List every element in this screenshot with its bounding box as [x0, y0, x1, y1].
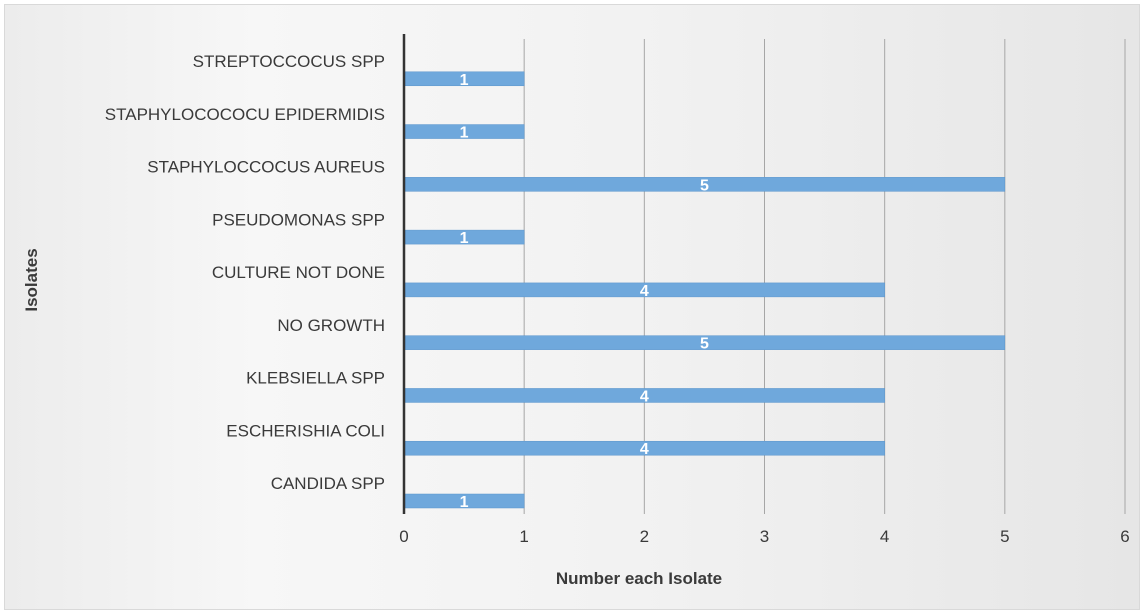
chart-container: 0 1 2 3 4 5 6 STREPTOCCOCUS SPP 1 STAPHYLOCOCOCU … [4, 4, 1140, 610]
labels: 0 1 2 3 4 5 6 STREPTOCCOCUS SPP 1 STAPHYLOCOCOCU … [105, 52, 1130, 546]
x-axis-title: Number each Isolate [556, 569, 722, 588]
y-axis-title: Isolates [22, 248, 41, 311]
data-label: 1 [460, 494, 469, 511]
category-label: NO GROWTH [277, 316, 385, 335]
x-tick-label: 2 [640, 527, 649, 546]
data-label: 1 [460, 230, 469, 247]
category-label: PSEUDOMONAS SPP [212, 210, 385, 229]
data-label: 4 [640, 441, 649, 458]
x-tick-label: 0 [399, 527, 408, 546]
x-tick-label: 6 [1120, 527, 1129, 546]
category-label: STAPHYLOCCOCUS AUREUS [147, 158, 385, 177]
category-label: CANDIDA SPP [271, 474, 385, 493]
category-label: ESCHERISHIA COLI [226, 421, 385, 440]
data-label: 1 [460, 72, 469, 89]
bar-chart: 0 1 2 3 4 5 6 STREPTOCCOCUS SPP 1 STAPHYLOCOCOCU … [22, 34, 1130, 588]
x-tick-label: 1 [519, 527, 528, 546]
gridlines [523, 39, 1126, 514]
category-label: KLEBSIELLA SPP [246, 369, 385, 388]
data-label: 5 [700, 336, 709, 353]
data-label: 4 [640, 388, 649, 405]
x-tick-label: 3 [760, 527, 769, 546]
data-label: 4 [640, 283, 649, 300]
category-label: STAPHYLOCOCOCU EPIDERMIDIS [105, 105, 385, 124]
x-tick-label: 4 [880, 527, 889, 546]
x-tick-label: 5 [1000, 527, 1009, 546]
data-label: 1 [460, 125, 469, 142]
category-label: CULTURE NOT DONE [212, 263, 385, 282]
data-label: 5 [700, 177, 709, 194]
bars [404, 71, 1006, 509]
category-label: STREPTOCCOCUS SPP [193, 52, 385, 71]
